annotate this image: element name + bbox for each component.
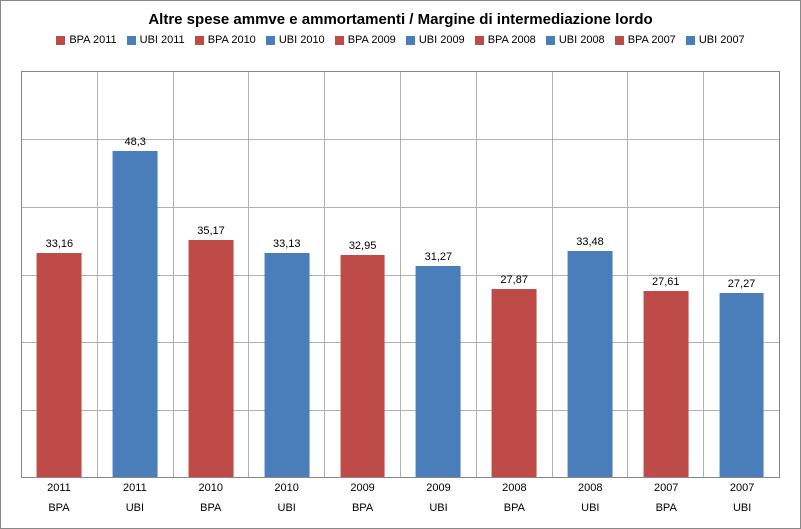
bar-value-label: 32,95: [349, 240, 377, 255]
x-axis-series: BPA: [476, 502, 552, 514]
legend-label: UBI 2008: [559, 34, 605, 46]
x-axis-series: BPA: [325, 502, 401, 514]
bar-slot: 33,16: [22, 72, 97, 477]
legend-swatch: [127, 36, 136, 45]
legend-item: UBI 2009: [406, 34, 465, 46]
x-axis-category: 2007 BPA: [628, 478, 704, 518]
legend-swatch: [406, 36, 415, 45]
x-axis-series: BPA: [21, 502, 97, 514]
bar-slot: 35,17: [173, 72, 249, 477]
bar: 33,16: [37, 253, 82, 477]
bar-value-label: 33,16: [46, 238, 74, 253]
x-axis-year: 2009: [325, 482, 401, 494]
bar: 33,48: [568, 251, 613, 477]
legend-swatch: [266, 36, 275, 45]
legend-swatch: [475, 36, 484, 45]
legend-swatch: [615, 36, 624, 45]
x-axis-category: 2009 BPA: [325, 478, 401, 518]
legend-swatch: [335, 36, 344, 45]
chart-legend: BPA 2011 UBI 2011 BPA 2010 UBI 2010 BPA 2009…: [1, 34, 800, 54]
x-axis-year: 2008: [476, 482, 552, 494]
x-axis-category: 2008 BPA: [476, 478, 552, 518]
legend-label: BPA 2010: [208, 34, 256, 46]
x-axis-category: 2011 UBI: [97, 478, 173, 518]
bar-slot: 33,48: [552, 72, 628, 477]
chart-title: Altre spese ammve e ammortamenti / Margi…: [1, 1, 800, 34]
legend-item: UBI 2010: [266, 34, 325, 46]
legend-item: BPA 2010: [195, 34, 256, 46]
x-axis-series: UBI: [552, 502, 628, 514]
x-axis-category: 2010 BPA: [173, 478, 249, 518]
x-axis-year: 2007: [628, 482, 704, 494]
x-axis-year: 2011: [21, 482, 97, 494]
bar-value-label: 33,48: [576, 236, 604, 251]
bar: 31,27: [416, 266, 461, 477]
bar-value-label: 27,27: [728, 278, 756, 293]
x-axis-series: UBI: [704, 502, 780, 514]
x-axis-category: 2011 BPA: [21, 478, 97, 518]
bar-value-label: 27,87: [500, 274, 528, 289]
x-axis-year: 2007: [704, 482, 780, 494]
x-axis-year: 2010: [173, 482, 249, 494]
x-axis-category: 2008 UBI: [552, 478, 628, 518]
bar-slot: 33,13: [248, 72, 324, 477]
legend-label: BPA 2011: [69, 34, 116, 46]
x-axis-year: 2011: [97, 482, 173, 494]
x-axis-series: UBI: [401, 502, 477, 514]
legend-label: BPA 2008: [488, 34, 536, 46]
x-axis-series: UBI: [249, 502, 325, 514]
legend-item: UBI 2007: [686, 34, 745, 46]
bar-slot: 27,27: [703, 72, 779, 477]
bar-slot: 31,27: [400, 72, 476, 477]
legend-item: BPA 2007: [615, 34, 676, 46]
x-axis-category: 2010 UBI: [249, 478, 325, 518]
legend-label: UBI 2011: [140, 34, 185, 46]
legend-label: BPA 2007: [628, 34, 676, 46]
bar: 27,61: [643, 291, 688, 477]
bar-slot: 32,95: [324, 72, 400, 477]
x-axis-year: 2008: [552, 482, 628, 494]
legend-label: UBI 2009: [419, 34, 465, 46]
legend-item: UBI 2008: [546, 34, 605, 46]
bar: 27,87: [492, 289, 537, 477]
bar-value-label: 27,61: [652, 276, 680, 291]
bar-slot: 27,61: [627, 72, 703, 477]
x-axis-series: BPA: [173, 502, 249, 514]
legend-item: BPA 2011: [56, 34, 116, 46]
bar-value-label: 35,17: [197, 225, 225, 240]
plot-area: 33,16 48,3 35,17 33,13 32,95 31,27 27,87 33,48 2…: [21, 71, 780, 478]
x-axis-series: BPA: [628, 502, 704, 514]
legend-label: UBI 2010: [279, 34, 325, 46]
bar-value-label: 33,13: [273, 238, 301, 253]
bar-slot: 27,87: [476, 72, 552, 477]
bar-value-label: 48,3: [124, 136, 145, 151]
x-axis-series: UBI: [97, 502, 173, 514]
x-axis-year: 2010: [249, 482, 325, 494]
x-axis-category: 2007 UBI: [704, 478, 780, 518]
bar: 48,3: [113, 151, 158, 477]
legend-swatch: [686, 36, 695, 45]
bars-group: 33,16 48,3 35,17 33,13 32,95 31,27 27,87 33,48 2…: [22, 72, 779, 477]
bar: 33,13: [264, 253, 309, 477]
bar-slot: 48,3: [97, 72, 173, 477]
legend-item: BPA 2008: [475, 34, 536, 46]
bar: 35,17: [189, 240, 234, 477]
x-axis: 2011BPA2011UBI2010BPA2010UBI2009BPA2009U…: [21, 478, 780, 518]
bar: 32,95: [340, 255, 385, 477]
x-axis-year: 2009: [401, 482, 477, 494]
bar-value-label: 31,27: [425, 251, 453, 266]
chart-container: Altre spese ammve e ammortamenti / Margi…: [0, 0, 801, 529]
legend-label: BPA 2009: [348, 34, 396, 46]
legend-label: UBI 2007: [699, 34, 745, 46]
x-axis-category: 2009 UBI: [401, 478, 477, 518]
legend-swatch: [195, 36, 204, 45]
legend-item: BPA 2009: [335, 34, 396, 46]
bar: 27,27: [719, 293, 764, 477]
legend-swatch: [56, 36, 65, 45]
legend-item: UBI 2011: [127, 34, 185, 46]
legend-swatch: [546, 36, 555, 45]
